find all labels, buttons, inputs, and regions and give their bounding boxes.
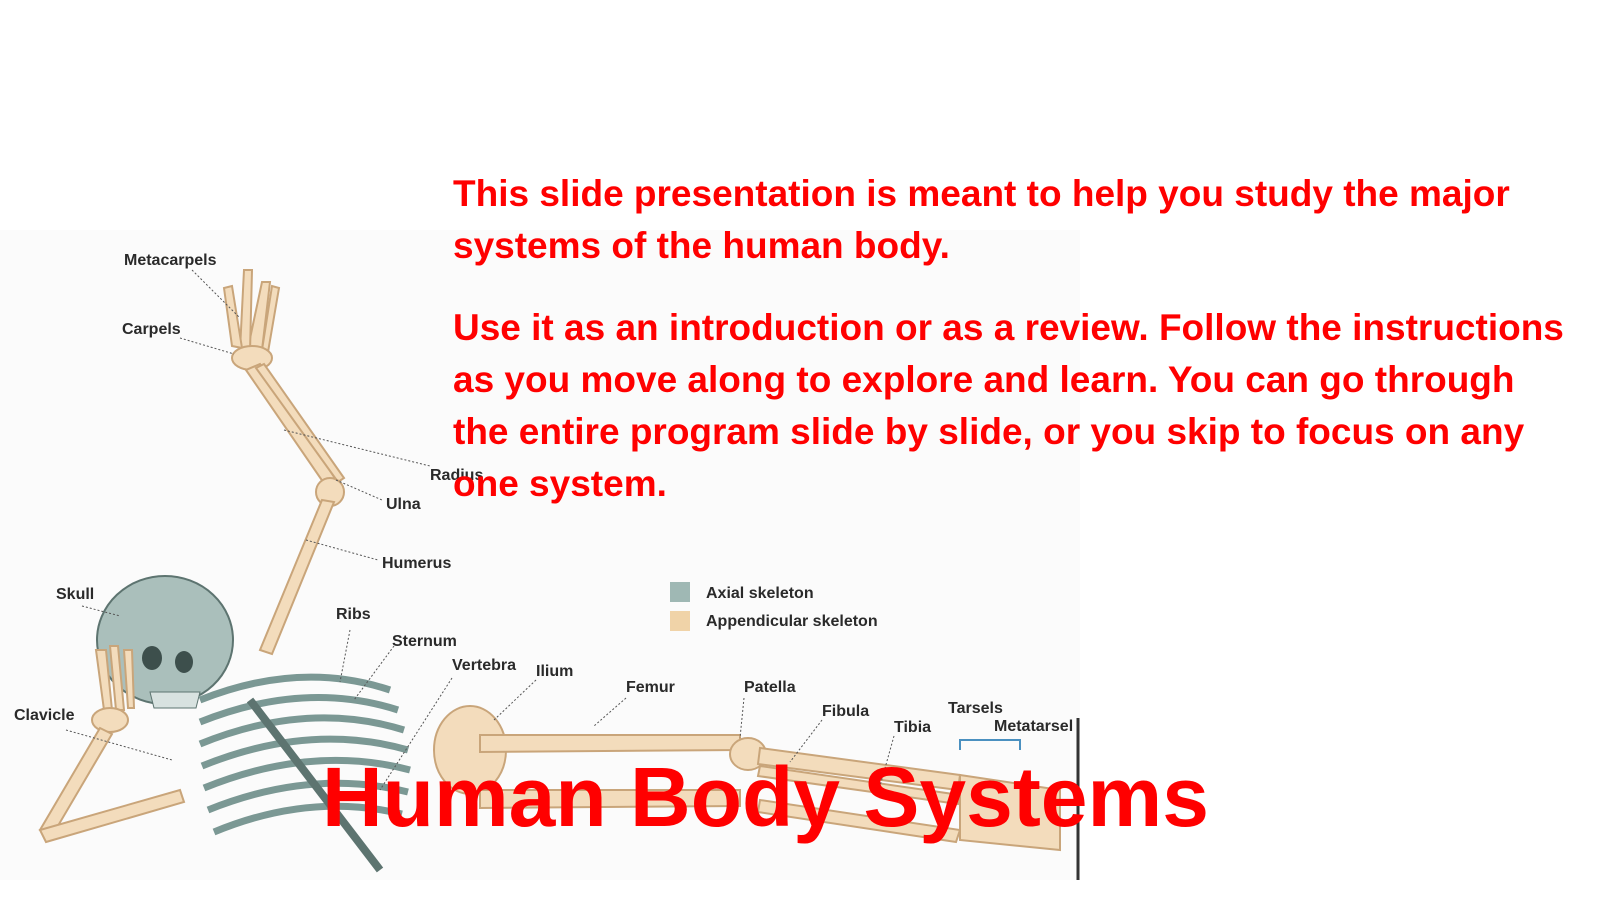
label-patella: Patella <box>744 679 796 696</box>
hand-under-head <box>38 645 186 844</box>
raised-arm <box>222 269 346 656</box>
legend-swatch-axial <box>670 582 690 602</box>
label-clavicle: Clavicle <box>14 707 75 724</box>
label-carpels: Carpels <box>122 321 181 338</box>
legend-label-axial: Axial skeleton <box>706 585 814 602</box>
skeleton-illustration: Metacarpels Carpels Radius Ulna Humerus … <box>0 230 1080 880</box>
label-ulna: Ulna <box>386 496 421 513</box>
label-sternum: Sternum <box>392 633 457 650</box>
intro-text: This slide presentation is meant to help… <box>453 168 1573 510</box>
label-humerus: Humerus <box>382 555 451 572</box>
label-ilium: Ilium <box>536 663 573 680</box>
label-metatarsel: Metatarsel <box>994 718 1073 735</box>
intro-paragraph-2: Use it as an introduction or as a review… <box>453 307 1564 504</box>
label-fibula: Fibula <box>822 703 869 720</box>
rib-cage <box>198 673 411 836</box>
label-ribs: Ribs <box>336 606 371 623</box>
label-vertebra: Vertebra <box>452 657 516 674</box>
label-femur: Femur <box>626 679 675 696</box>
slide-title: Human Body Systems <box>322 750 1209 844</box>
legend-swatch-appendicular <box>670 611 690 631</box>
label-skull: Skull <box>56 586 94 603</box>
intro-paragraph-1: This slide presentation is meant to help… <box>453 173 1510 266</box>
skeleton-legend: Axial skeleton Appendicular skeleton <box>670 582 878 631</box>
label-metacarpels: Metacarpels <box>124 252 217 269</box>
tarsels-bracket <box>959 739 1021 750</box>
legend-label-appendicular: Appendicular skeleton <box>706 613 878 630</box>
leader-lines <box>65 269 895 791</box>
legs <box>479 734 1061 852</box>
label-radius: Radius <box>430 467 483 484</box>
label-tarsels: Tarsels <box>948 700 1003 717</box>
label-tibia: Tibia <box>894 719 931 736</box>
spine <box>246 697 384 873</box>
